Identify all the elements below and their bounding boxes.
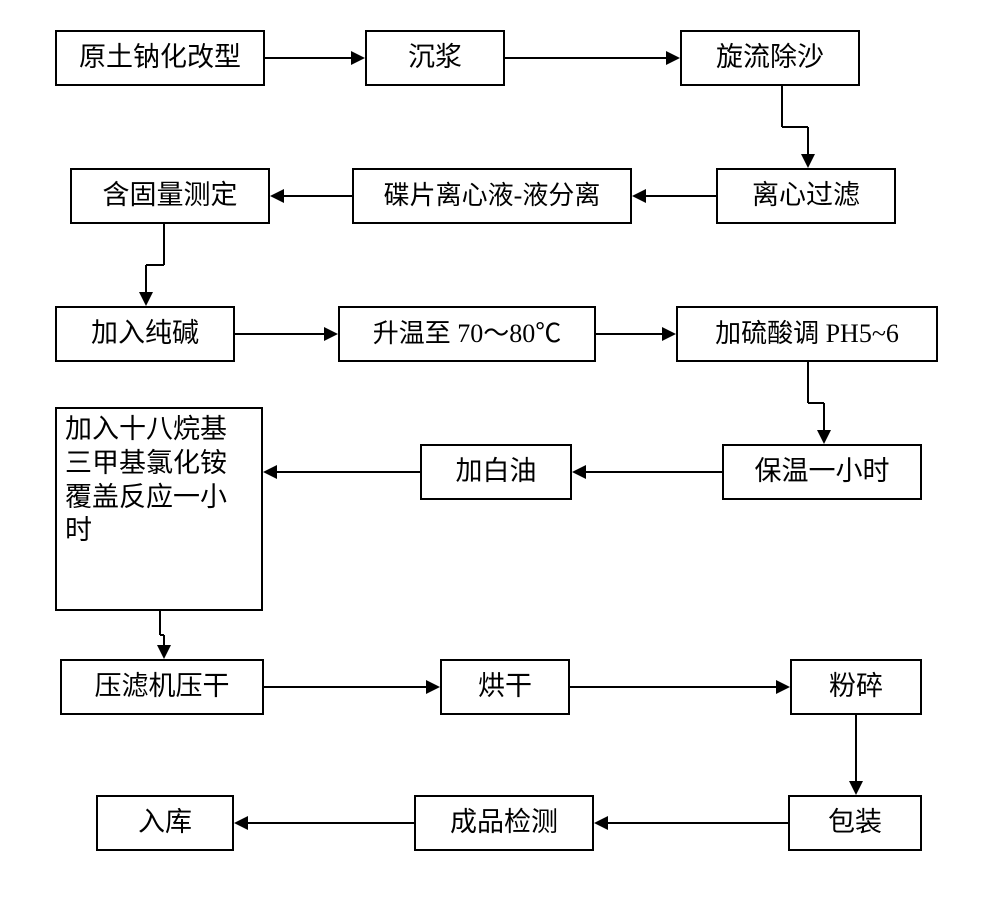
flow-edge-line	[145, 265, 147, 292]
flow-node-label: 离心过滤	[752, 179, 860, 213]
flow-edge-line	[248, 822, 414, 824]
flow-edge-arrowhead	[139, 292, 153, 306]
flow-edge-arrowhead	[849, 781, 863, 795]
flow-edge-line	[646, 195, 716, 197]
flow-edge-arrowhead	[351, 51, 365, 65]
flow-edge-line	[264, 686, 426, 688]
flow-edge-arrowhead	[776, 680, 790, 694]
flow-node-n12: 加入十八烷基三甲基氯化铵覆盖反应一小时	[55, 407, 263, 611]
flow-node-label: 入库	[138, 806, 192, 840]
flow-edge-line	[163, 635, 165, 645]
flow-edge-arrowhead	[234, 816, 248, 830]
flow-node-label: 烘干	[478, 670, 532, 704]
flow-edge-arrowhead	[666, 51, 680, 65]
flow-edge-line	[782, 126, 808, 128]
flow-edge-arrowhead	[801, 154, 815, 168]
flow-node-n13: 压滤机压干	[60, 659, 264, 715]
flow-node-n9: 加硫酸调 PH5~6	[676, 306, 938, 362]
flow-edge-line	[277, 471, 420, 473]
flow-node-label: 粉碎	[829, 670, 883, 704]
flow-edge-line	[608, 822, 788, 824]
flow-node-n4: 离心过滤	[716, 168, 896, 224]
flow-node-n1: 原土钠化改型	[55, 30, 265, 86]
flow-edge-line	[781, 86, 783, 127]
flow-node-n16: 包装	[788, 795, 922, 851]
flow-edge-arrowhead	[270, 189, 284, 203]
flow-node-label: 升温至 70～80℃	[373, 318, 562, 351]
flow-edge-line	[505, 57, 666, 59]
flow-node-n8: 升温至 70～80℃	[338, 306, 596, 362]
flow-node-label: 含固量测定	[103, 179, 238, 213]
flow-edge-arrowhead	[662, 327, 676, 341]
flow-node-label: 包装	[828, 806, 882, 840]
flow-edge-line	[823, 403, 825, 430]
flow-node-n3: 旋流除沙	[680, 30, 860, 86]
flow-edge-arrowhead	[594, 816, 608, 830]
flow-node-label: 旋流除沙	[716, 41, 824, 75]
flow-node-n10: 保温一小时	[722, 444, 922, 500]
flow-node-n14: 烘干	[440, 659, 570, 715]
flow-edge-line	[570, 686, 776, 688]
flow-edge-arrowhead	[157, 645, 171, 659]
flow-edge-arrowhead	[426, 680, 440, 694]
flow-node-label: 成品检测	[450, 806, 558, 840]
flow-node-label: 沉浆	[408, 41, 462, 75]
flow-edge-line	[265, 57, 351, 59]
flow-edge-line	[163, 224, 165, 265]
flow-node-n7: 加入纯碱	[55, 306, 235, 362]
flow-node-n6: 含固量测定	[70, 168, 270, 224]
flow-edge-line	[808, 402, 824, 404]
flow-node-label: 原土钠化改型	[79, 41, 241, 75]
flow-node-label: 碟片离心液-液分离	[384, 180, 601, 213]
flow-edge-line	[807, 127, 809, 154]
flow-node-label: 压滤机压干	[95, 670, 230, 704]
flow-edge-line	[159, 611, 161, 635]
flow-edge-line	[284, 195, 352, 197]
flow-edge-arrowhead	[817, 430, 831, 444]
flow-node-n18: 入库	[96, 795, 234, 851]
flow-node-n11: 加白油	[420, 444, 572, 500]
flow-node-label: 加白油	[456, 455, 537, 489]
flow-edge-line	[596, 333, 662, 335]
flow-node-n17: 成品检测	[414, 795, 594, 851]
flow-edge-arrowhead	[324, 327, 338, 341]
flow-node-n15: 粉碎	[790, 659, 922, 715]
flow-node-label: 保温一小时	[755, 455, 890, 489]
flow-edge-arrowhead	[263, 465, 277, 479]
flow-node-n5: 碟片离心液-液分离	[352, 168, 632, 224]
flow-edge-line	[807, 362, 809, 403]
flow-node-n2: 沉浆	[365, 30, 505, 86]
flow-edge-arrowhead	[572, 465, 586, 479]
flow-edge-line	[586, 471, 722, 473]
flow-edge-arrowhead	[632, 189, 646, 203]
flow-node-label: 加硫酸调 PH5~6	[715, 318, 899, 351]
flow-node-label: 加入十八烷基三甲基氯化铵覆盖反应一小时	[65, 413, 253, 548]
flow-edge-line	[235, 333, 324, 335]
flow-node-label: 加入纯碱	[91, 317, 199, 351]
flow-edge-line	[855, 715, 857, 781]
flow-edge-line	[146, 264, 164, 266]
